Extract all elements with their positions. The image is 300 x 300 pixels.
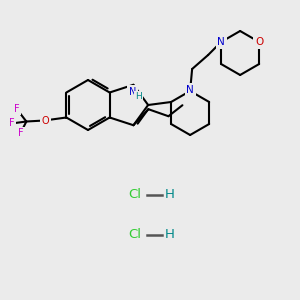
Text: Cl: Cl (128, 188, 141, 202)
Text: H: H (165, 188, 175, 202)
Text: O: O (41, 116, 49, 125)
Text: Cl: Cl (128, 229, 141, 242)
Text: F: F (17, 128, 23, 139)
Text: N: N (129, 87, 136, 97)
Text: F: F (14, 103, 19, 113)
Text: H: H (165, 229, 175, 242)
Text: O: O (255, 37, 263, 47)
Text: N: N (217, 37, 225, 47)
Text: F: F (8, 118, 14, 128)
Text: H: H (135, 92, 142, 101)
Text: N: N (186, 85, 194, 95)
